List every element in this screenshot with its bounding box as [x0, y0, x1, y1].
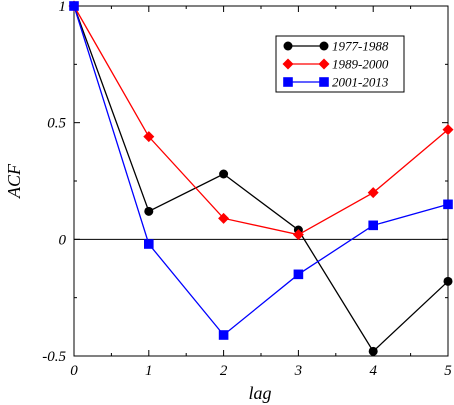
legend-label: 1989-2000: [332, 57, 389, 72]
data-point: [218, 330, 229, 340]
data-point: [282, 58, 294, 70]
data-point: [292, 229, 304, 241]
series-line: [73, 5, 449, 336]
x-tick-label: 2: [220, 363, 228, 379]
x-tick-label: 3: [294, 363, 303, 379]
data-point: [443, 199, 453, 210]
data-point: [319, 41, 329, 51]
data-point: [368, 346, 378, 356]
legend-entry: 1977-1988: [283, 39, 389, 54]
x-axis-title: lag: [248, 383, 271, 403]
legend: 1977-1988 1989-2000 2001-2013: [275, 35, 405, 93]
legend-label: 1977-1988: [332, 39, 389, 54]
legend-label: 2001-2013: [332, 75, 389, 90]
data-point: [319, 77, 329, 87]
y-axis-title: ACF: [4, 163, 24, 199]
data-point: [367, 187, 379, 199]
data-point: [143, 131, 155, 143]
data-point: [144, 239, 154, 249]
data-point: [368, 220, 378, 231]
y-tick-label: -0.5: [42, 349, 66, 365]
data-point: [293, 269, 304, 280]
y-tick-label: 0: [59, 232, 67, 248]
x-tick-label: 0: [70, 363, 78, 379]
x-tick-label: 1: [145, 363, 153, 379]
data-point: [69, 1, 79, 11]
y-axis: 1 0.5 0 -0.5: [42, 0, 448, 365]
data-point: [443, 276, 453, 286]
data-point: [144, 206, 154, 216]
data-point: [318, 58, 330, 70]
legend-entry: 2001-2013: [283, 75, 389, 90]
series-1989-2000: [68, 0, 454, 241]
data-point: [283, 41, 293, 51]
series-line: [73, 5, 449, 353]
data-point: [219, 169, 229, 179]
x-tick-label: 5: [444, 363, 452, 379]
data-point: [442, 124, 454, 136]
data-point: [218, 212, 230, 224]
series-line: [73, 5, 449, 236]
x-tick-label: 4: [369, 363, 377, 379]
series-2001-2013: [69, 1, 453, 340]
data-point: [283, 77, 293, 87]
y-tick-label: 1: [59, 0, 67, 15]
series-layer: [68, 0, 454, 356]
y-tick-label: 0.5: [47, 116, 66, 132]
legend-entry: 1989-2000: [282, 57, 389, 72]
